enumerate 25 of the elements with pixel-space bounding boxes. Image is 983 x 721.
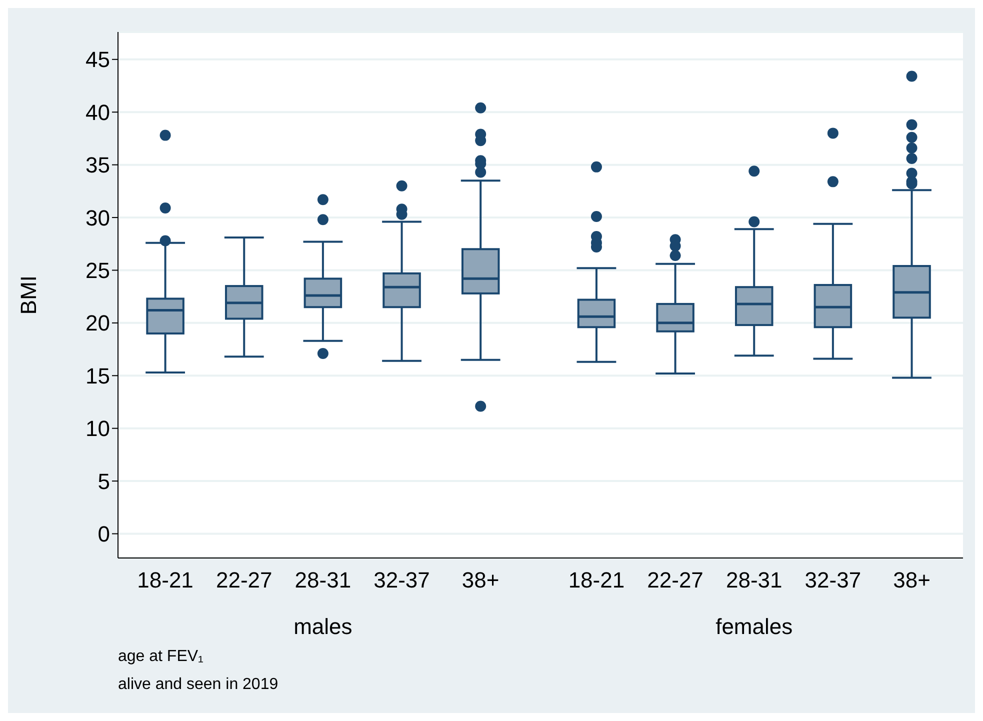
y-axis-title: BMI: [16, 275, 41, 315]
y-tick-label: 30: [86, 205, 110, 230]
y-tick-label: 10: [86, 416, 110, 442]
y-tick-label: 0: [98, 522, 110, 547]
x-tick-label: 22-27: [216, 568, 272, 593]
y-tick-label: 5: [98, 468, 110, 494]
x-tick-label: 18-21: [137, 568, 194, 593]
text: females: [716, 614, 793, 639]
y-tick-label: 35: [86, 152, 110, 178]
text: age at FEV₁: [118, 648, 204, 665]
y-tick-label: 40: [86, 100, 110, 125]
x-tick-label: 28-31: [294, 568, 352, 593]
y-tick-label: 25: [86, 258, 110, 284]
x-tick-label: 38+: [462, 568, 500, 593]
x-tick-label: 32-37: [804, 568, 862, 593]
x-tick-label: 18-21: [568, 568, 625, 593]
x-tick-label: 28-31: [726, 568, 782, 593]
y-tick-label: 45: [86, 47, 110, 72]
x-tick-label: 22-27: [647, 568, 704, 593]
x-tick-label: 32-37: [374, 568, 430, 593]
text: alive and seen in 2019: [118, 676, 278, 693]
x-tick-label: 38+: [893, 568, 930, 593]
y-tick-label: 20: [86, 310, 110, 336]
text: males: [294, 614, 352, 639]
y-tick-label: 15: [86, 363, 110, 388]
